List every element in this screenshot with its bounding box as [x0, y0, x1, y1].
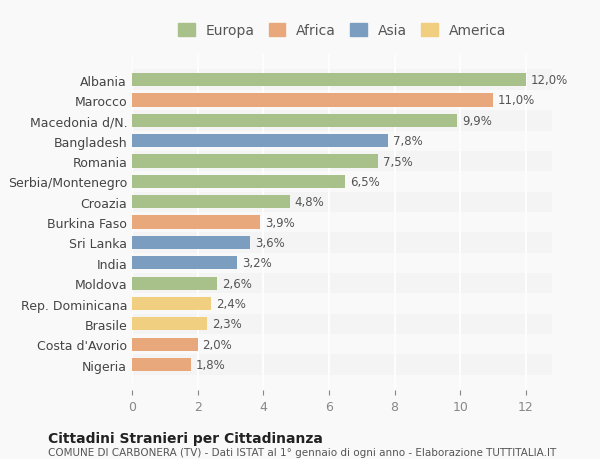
Text: 7,5%: 7,5%	[383, 155, 413, 168]
Bar	[132, 257, 237, 270]
Bar	[132, 358, 191, 371]
Bar	[132, 131, 552, 151]
Bar	[132, 233, 552, 253]
Text: 2,3%: 2,3%	[212, 318, 242, 330]
Text: 11,0%: 11,0%	[498, 94, 535, 107]
Bar	[132, 294, 552, 314]
Text: 3,2%: 3,2%	[242, 257, 272, 270]
Bar	[132, 155, 378, 168]
Bar	[132, 297, 211, 310]
Text: 2,4%: 2,4%	[215, 297, 245, 310]
Bar	[132, 318, 208, 331]
Bar	[132, 213, 552, 233]
Bar	[132, 94, 493, 107]
Bar	[132, 338, 197, 351]
Bar	[132, 90, 552, 111]
Legend: Europa, Africa, Asia, America: Europa, Africa, Asia, America	[172, 18, 512, 44]
Bar	[132, 175, 345, 189]
Text: COMUNE DI CARBONERA (TV) - Dati ISTAT al 1° gennaio di ogni anno - Elaborazione : COMUNE DI CARBONERA (TV) - Dati ISTAT al…	[48, 448, 556, 458]
Bar	[132, 172, 552, 192]
Bar	[132, 151, 552, 172]
Bar	[132, 314, 552, 334]
Bar	[132, 274, 552, 294]
Text: 1,8%: 1,8%	[196, 358, 226, 371]
Text: 7,8%: 7,8%	[393, 135, 422, 148]
Bar	[132, 355, 552, 375]
Bar	[132, 196, 290, 209]
Text: 6,5%: 6,5%	[350, 175, 380, 189]
Text: 2,0%: 2,0%	[203, 338, 232, 351]
Text: Cittadini Stranieri per Cittadinanza: Cittadini Stranieri per Cittadinanza	[48, 431, 323, 445]
Bar	[132, 114, 457, 128]
Bar	[132, 216, 260, 229]
Text: 3,9%: 3,9%	[265, 216, 295, 229]
Bar	[132, 111, 552, 131]
Text: 4,8%: 4,8%	[295, 196, 324, 209]
Bar	[132, 277, 217, 290]
Bar	[132, 192, 552, 213]
Text: 3,6%: 3,6%	[255, 236, 285, 249]
Bar	[132, 135, 388, 148]
Bar	[132, 253, 552, 274]
Text: 2,6%: 2,6%	[222, 277, 252, 290]
Bar	[132, 236, 250, 250]
Bar	[132, 74, 526, 87]
Bar	[132, 70, 552, 90]
Text: 12,0%: 12,0%	[530, 74, 568, 87]
Bar	[132, 334, 552, 355]
Text: 9,9%: 9,9%	[462, 115, 491, 128]
